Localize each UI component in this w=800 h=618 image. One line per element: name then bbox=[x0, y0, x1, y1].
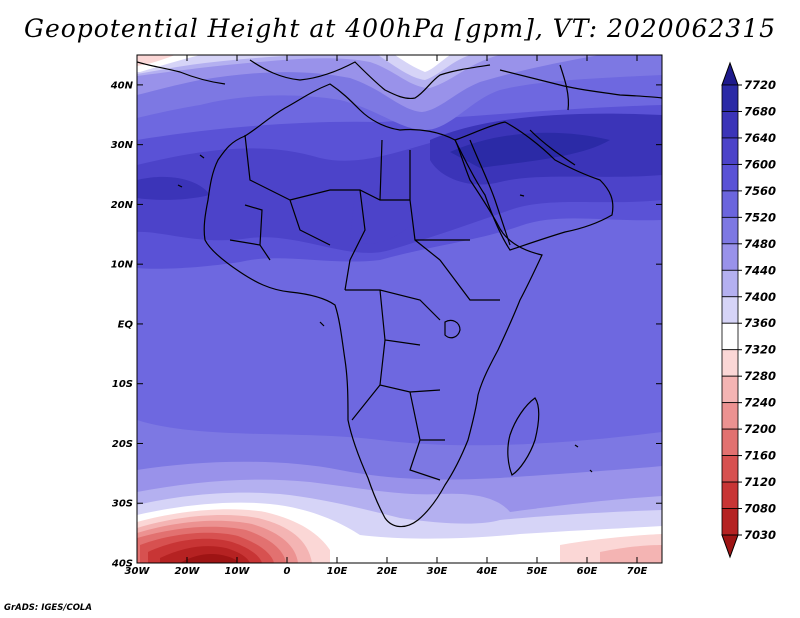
height-field bbox=[137, 55, 662, 563]
colorbar-label: 7080 bbox=[744, 502, 776, 516]
lat-tick-label: 10N bbox=[111, 260, 134, 271]
colorbar-label: 7280 bbox=[744, 369, 776, 383]
colorbar-swatch bbox=[722, 270, 738, 296]
colorbar-label: 7400 bbox=[744, 290, 776, 304]
colorbar-swatch bbox=[722, 111, 738, 137]
colorbar-label: 7720 bbox=[744, 78, 776, 92]
lon-tick-label: 0 bbox=[284, 566, 291, 577]
lat-tick-label: 40N bbox=[110, 80, 134, 91]
colorbar-bottom-arrow bbox=[722, 535, 738, 557]
lon-tick-label: 30E bbox=[427, 566, 448, 577]
colorbar-swatch bbox=[722, 297, 738, 323]
colorbar-label: 7560 bbox=[744, 184, 776, 198]
colorbar-label: 7680 bbox=[744, 104, 776, 118]
colorbar-swatch bbox=[722, 323, 738, 349]
colorbar-swatch bbox=[722, 376, 738, 402]
colorbar-label: 7600 bbox=[744, 157, 776, 171]
colorbar-label: 7640 bbox=[744, 131, 776, 145]
lat-tick-label: 20S bbox=[112, 439, 133, 450]
colorbar-swatch bbox=[722, 456, 738, 482]
lon-tick-label: 10W bbox=[225, 566, 251, 577]
lon-tick-label: 10E bbox=[327, 566, 348, 577]
lon-tick-label: 60E bbox=[577, 566, 598, 577]
lon-tick-label: 50E bbox=[527, 566, 548, 577]
lat-tick-label: EQ bbox=[118, 319, 134, 330]
lon-tick-label: 20W bbox=[175, 566, 201, 577]
lon-tick-label: 30W bbox=[125, 566, 151, 577]
lon-tick-label: 70E bbox=[627, 566, 648, 577]
colorbar-label: 7520 bbox=[744, 210, 776, 224]
credit-label: GrADS: IGES/COLA bbox=[4, 603, 92, 613]
lat-tick-label: 30N bbox=[111, 140, 134, 151]
colorbar-swatch bbox=[722, 403, 738, 429]
colorbar-swatch bbox=[722, 138, 738, 164]
colorbar-swatch bbox=[722, 164, 738, 190]
colorbar-swatch bbox=[722, 244, 738, 270]
colorbar-swatch bbox=[722, 509, 738, 535]
lon-tick-label: 20E bbox=[377, 566, 398, 577]
colorbar-swatch bbox=[722, 217, 738, 243]
colorbar-top-arrow bbox=[722, 63, 738, 85]
colorbar-label: 7440 bbox=[744, 263, 776, 277]
lon-tick-label: 40E bbox=[476, 566, 498, 577]
colorbar-swatch bbox=[722, 350, 738, 376]
colorbar-swatch bbox=[722, 85, 738, 111]
colorbar-swatch bbox=[722, 429, 738, 455]
colorbar-label: 7360 bbox=[744, 316, 776, 330]
colorbar-label: 7160 bbox=[744, 449, 776, 463]
lat-tick-label: 30S bbox=[112, 499, 133, 510]
colorbar: 7720 7680 7640 7600 7560 7520 7480 7440 7400 7360… bbox=[722, 63, 776, 557]
colorbar-label: 7200 bbox=[744, 422, 776, 436]
lat-tick-label: 20N bbox=[111, 200, 134, 211]
lat-tick-label: 10S bbox=[112, 379, 133, 390]
colorbar-swatch bbox=[722, 191, 738, 217]
colorbar-label: 7120 bbox=[744, 475, 776, 489]
colorbar-label: 7030 bbox=[744, 528, 776, 542]
colorbar-label: 7480 bbox=[744, 237, 776, 251]
colorbar-label: 7320 bbox=[744, 343, 776, 357]
colorbar-label: 7240 bbox=[744, 396, 776, 410]
colorbar-swatch bbox=[722, 482, 738, 508]
